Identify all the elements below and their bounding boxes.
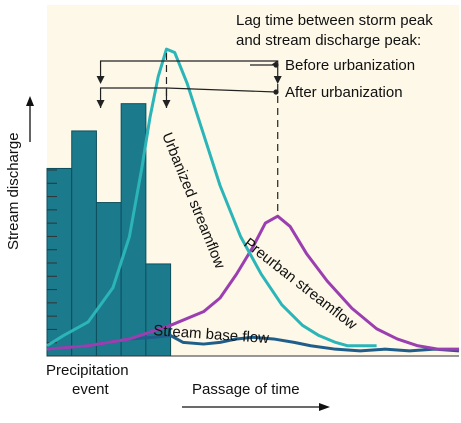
- y-axis-label: Stream discharge: [5, 132, 22, 250]
- before-urbanization-label: Before urbanization: [285, 57, 415, 74]
- after-connector: [166, 87, 277, 93]
- precipitation-event-label-line1: Precipitation: [46, 362, 129, 379]
- urbanized-streamflow-line: [46, 47, 377, 348]
- precipitation-bar: [71, 130, 97, 357]
- after-urbanization-label: After urbanization: [285, 84, 403, 101]
- x-axis-arrow: [182, 403, 330, 411]
- storm-arrowhead-before: [96, 76, 105, 84]
- precipitation-bar: [145, 263, 172, 357]
- x-axis-label: Passage of time: [192, 381, 300, 398]
- lag-title-line2: and stream discharge peak:: [236, 32, 421, 49]
- precipitation-event-label-line2: event: [72, 381, 110, 398]
- before-bracket: [99, 60, 279, 76]
- lag-title-line1: Lag time between storm peak: [236, 12, 433, 29]
- lag-time-brackets: [96, 49, 282, 217]
- y-axis-arrow: [26, 96, 34, 142]
- y-axis-ticks: [47, 169, 57, 344]
- precipitation-bar: [95, 202, 122, 357]
- before-arrowhead: [273, 76, 282, 84]
- precipitation-bar: [120, 103, 147, 357]
- precipitation-bar: [46, 167, 73, 357]
